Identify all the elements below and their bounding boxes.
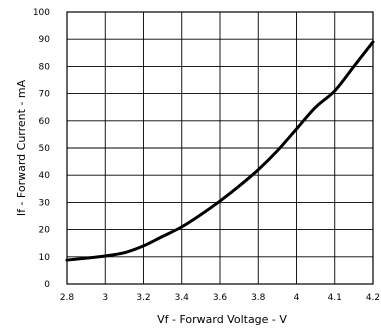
tick-labels: 2.8 3 3.2 3.4 3.6 3.8 4 4.1 4.2 0 10 20 30 40 50 60 70 80… [33,8,380,303]
x-tick-label: 3 [102,293,108,303]
x-axis-title: Vf - Forward Voltage - V [157,313,287,326]
y-tick-label: 70 [39,90,51,100]
x-tick-label: 3.4 [175,293,190,303]
y-axis-title: If - Forward Current - mA [15,79,28,216]
x-tick-label: 4.1 [328,293,342,303]
x-tick-label: 4 [294,293,300,303]
x-tick-label: 2.8 [60,293,75,303]
grid [67,12,373,284]
x-tick-label: 3.8 [251,293,266,303]
x-tick-label: 4.2 [366,293,380,303]
y-tick-label: 10 [39,253,51,263]
plot-frame [66,11,374,285]
y-tick-label: 60 [39,117,51,127]
y-tick-label: 90 [39,35,51,45]
y-tick-label: 30 [39,198,51,208]
y-tick-label: 50 [39,144,51,154]
y-tick-label: 0 [44,280,50,290]
y-tick-label: 40 [39,171,51,181]
series-line [65,40,375,262]
y-tick-label: 20 [39,226,51,236]
y-tick-label: 80 [39,62,51,72]
x-tick-label: 3.2 [136,293,150,303]
y-tick-label: 100 [33,8,50,18]
x-tick-label: 3.6 [213,293,228,303]
